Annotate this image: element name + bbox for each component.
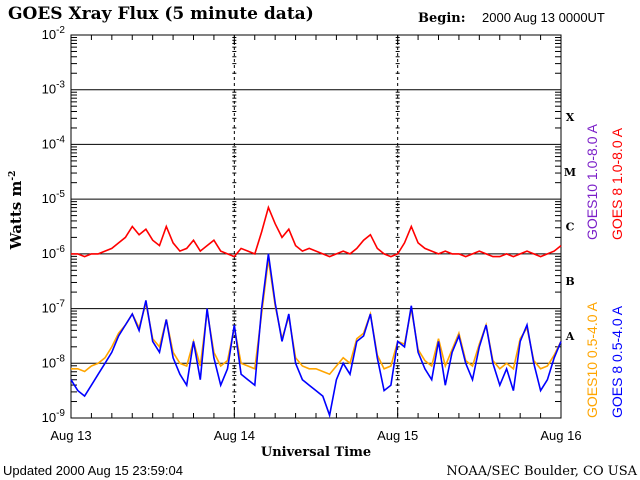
x-axis-label: Universal Time xyxy=(261,445,371,460)
y-tick-label: 10-9 xyxy=(42,408,66,425)
series-line-goes-8-1-0-8-0-a xyxy=(71,204,562,258)
y-tick-base: 10 xyxy=(42,355,56,370)
y-axis-label: Watts m-2 xyxy=(7,171,25,251)
y-tick-label: 10-3 xyxy=(42,80,66,97)
x-tick-label: Aug 16 xyxy=(540,428,581,443)
begin-label: Begin: xyxy=(418,11,466,26)
legend-entry: GOES 8 0.5-4.0 A xyxy=(609,305,625,418)
plot-frame xyxy=(70,34,562,419)
series-line-goes-8-0-5-4-0-a xyxy=(70,253,562,419)
y-tick-label: 10-2 xyxy=(42,25,66,42)
x-tick-label: Aug 13 xyxy=(50,428,91,443)
flare-class-label: X xyxy=(566,111,575,124)
y-axis-label-exp: -2 xyxy=(8,171,18,181)
legend: GOES10 1.0-8.0 A GOES 8 1.0-8.0 A GOES10 0… xyxy=(584,123,625,418)
legend-entry: GOES10 0.5-4.0 A xyxy=(584,301,600,418)
y-tick-exp: -9 xyxy=(56,408,65,419)
legend-entry: GOES 8 1.0-8.0 A xyxy=(609,127,625,240)
y-tick-exp: -8 xyxy=(56,353,65,364)
y-tick-label: 10-6 xyxy=(42,244,66,261)
y-tick-exp: -6 xyxy=(56,244,65,255)
y-tick-base: 10 xyxy=(42,191,56,206)
y-tick-exp: -7 xyxy=(56,299,65,310)
y-tick-base: 10 xyxy=(42,27,56,42)
footer-updated: Updated 2000 Aug 15 23:59:04 xyxy=(3,463,183,478)
series-line-goes10-0-5-4-0-a xyxy=(71,259,562,376)
footer-source: NOAA/SEC Boulder, CO USA xyxy=(446,464,637,479)
y-tick-label: 10-8 xyxy=(42,353,66,370)
svg-text:Watts m-2: Watts m-2 xyxy=(7,171,25,251)
y-axis-label-text: Watts m xyxy=(7,181,25,251)
y-tick-base: 10 xyxy=(42,301,56,316)
y-tick-base: 10 xyxy=(42,136,56,151)
chart-title: GOES Xray Flux (5 minute data) xyxy=(8,4,314,24)
x-tick-label: Aug 15 xyxy=(377,428,418,443)
y-tick-label: 10-5 xyxy=(42,189,66,206)
y-tick-label: 10-7 xyxy=(42,299,66,316)
y-tick-label: 10-4 xyxy=(42,134,66,151)
flare-class-label: M xyxy=(564,166,576,179)
series-group xyxy=(70,204,562,419)
flare-class-label: B xyxy=(565,275,574,288)
flare-class-label: A xyxy=(565,330,575,343)
y-tick-exp: -2 xyxy=(56,25,65,36)
y-tick-base: 10 xyxy=(42,246,56,261)
legend-entry: GOES10 1.0-8.0 A xyxy=(584,123,600,240)
flare-class-label: C xyxy=(566,221,575,234)
y-tick-base: 10 xyxy=(42,410,56,425)
begin-value: 2000 Aug 13 0000UT xyxy=(482,10,605,25)
y-tick-base: 10 xyxy=(42,82,56,97)
x-tick-label: Aug 14 xyxy=(214,428,255,443)
y-tick-exp: -4 xyxy=(56,134,65,145)
y-tick-exp: -5 xyxy=(56,189,65,200)
y-tick-exp: -3 xyxy=(56,80,65,91)
